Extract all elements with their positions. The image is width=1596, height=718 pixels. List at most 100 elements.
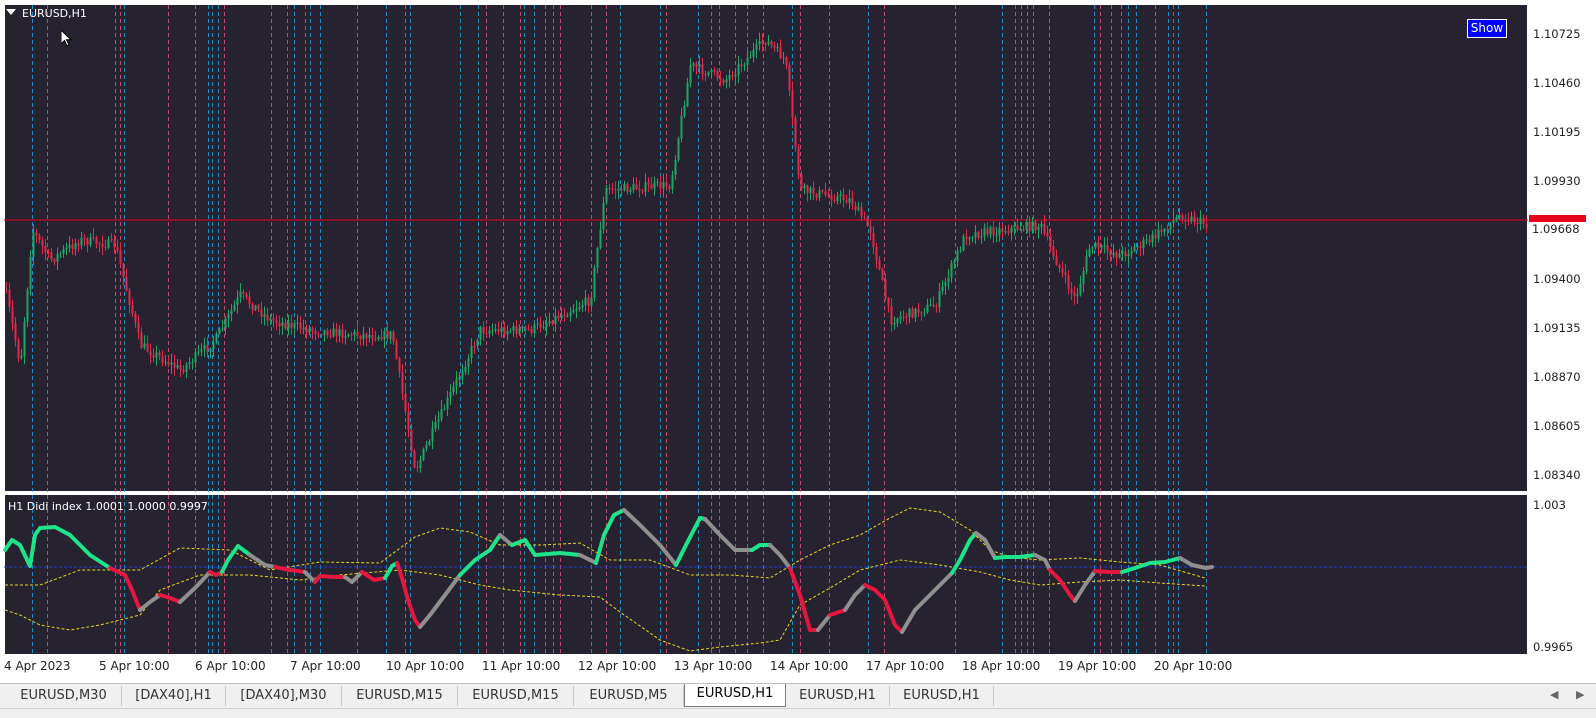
- candle-body: [212, 342, 215, 349]
- candle-body: [1091, 247, 1094, 249]
- candle-body: [728, 75, 731, 80]
- time-axis-label: 13 Apr 10:00: [674, 659, 753, 673]
- candle-body: [851, 198, 854, 206]
- candle-body: [383, 330, 386, 340]
- candle-body: [467, 357, 470, 368]
- tab-eurusd-h1-active[interactable]: EURUSD,H1: [684, 684, 786, 707]
- candle-body: [1199, 217, 1202, 224]
- tab-dax40-h1[interactable]: [DAX40],H1: [122, 686, 226, 706]
- candle-body: [1202, 217, 1205, 225]
- candle-body: [689, 65, 692, 83]
- current-price-label: 1.09668: [1529, 222, 1586, 237]
- candle-body: [302, 327, 305, 329]
- candle-body: [1007, 231, 1010, 233]
- didi-segment: [343, 570, 364, 584]
- tab-eurusd-m30[interactable]: EURUSD,M30: [6, 686, 122, 706]
- candle-body: [1028, 221, 1031, 232]
- didi-segment: [750, 543, 772, 552]
- candle-body: [521, 326, 524, 329]
- candle-body: [1094, 242, 1097, 248]
- candle-body: [887, 298, 890, 307]
- candle-body: [770, 41, 773, 46]
- candle-body: [389, 331, 392, 339]
- candle-body: [524, 326, 527, 329]
- candle-body: [167, 361, 170, 365]
- candle-body: [170, 362, 173, 365]
- candle-body: [1196, 222, 1199, 224]
- right-arrow-icon[interactable]: ▶: [1576, 688, 1585, 701]
- candle-body: [659, 181, 662, 189]
- candle-body: [1052, 246, 1055, 257]
- candle-body: [629, 189, 632, 192]
- candle-body: [269, 318, 272, 321]
- tab-eurusd-m15[interactable]: EURUSD,M15: [342, 686, 458, 706]
- candle-body: [458, 377, 461, 380]
- candle-body: [584, 297, 587, 306]
- candle-body: [665, 182, 668, 187]
- candle-body: [710, 69, 713, 73]
- price-axis-label: 1.09135: [1533, 321, 1581, 335]
- candle-body: [617, 188, 620, 191]
- candle-body: [713, 69, 716, 72]
- candle-body: [830, 195, 833, 201]
- candle-body: [596, 247, 599, 268]
- candle-body: [626, 184, 629, 192]
- candle-body: [140, 332, 143, 348]
- candle-body: [251, 303, 254, 310]
- left-arrow-icon[interactable]: ◀: [1550, 688, 1559, 701]
- candle-body: [38, 235, 41, 240]
- candle-body: [440, 409, 443, 420]
- candle-body: [296, 322, 299, 324]
- candle-body: [1070, 288, 1073, 293]
- candle-body: [833, 200, 836, 202]
- candle-body: [392, 331, 395, 342]
- candle-body: [368, 335, 371, 339]
- show-button[interactable]: Show: [1467, 19, 1507, 38]
- indicator-upper-band: [5, 507, 1206, 586]
- candle-body: [704, 74, 707, 76]
- candle-body: [1169, 223, 1172, 230]
- candle-body: [950, 263, 953, 278]
- candle-body: [1025, 221, 1028, 230]
- candle-body: [464, 367, 467, 372]
- candle-body: [527, 328, 530, 330]
- tab-dax40-m30[interactable]: [DAX40],M30: [226, 686, 342, 706]
- didi-segment: [1033, 553, 1052, 572]
- candle-body: [641, 190, 644, 192]
- candle-body: [575, 309, 578, 311]
- candle-body: [1034, 221, 1037, 231]
- alert-price-tag: [1529, 215, 1586, 223]
- candle-body: [194, 352, 197, 363]
- tab-eurusd-m5[interactable]: EURUSD,M5: [574, 686, 684, 706]
- candle-body: [29, 256, 32, 290]
- candle-body: [1190, 216, 1193, 222]
- triangle-down-icon[interactable]: [6, 9, 16, 15]
- tab-eurusd-h1[interactable]: EURUSD,H1: [890, 686, 994, 706]
- candle-body: [23, 321, 26, 356]
- candle-body: [824, 191, 827, 196]
- candle-body: [1106, 245, 1109, 252]
- tab-eurusd-m15[interactable]: EURUSD,M15: [458, 686, 574, 706]
- tab-eurusd-h1[interactable]: EURUSD,H1: [786, 686, 890, 706]
- candle-body: [578, 307, 581, 310]
- candle-body: [92, 237, 95, 239]
- indicator-title: H1 Didi index 1.0001 1.0000 0.9997: [8, 500, 208, 513]
- didi-segment: [1073, 569, 1097, 603]
- candle-body: [425, 444, 428, 449]
- candle-body: [146, 343, 149, 352]
- candle-body: [581, 305, 584, 308]
- candle-body: [806, 185, 809, 193]
- candle-body: [332, 328, 335, 337]
- candle-body: [1100, 245, 1103, 249]
- candle-body: [884, 279, 887, 299]
- candle-body: [221, 328, 224, 330]
- candle-body: [224, 318, 227, 329]
- candle-body: [356, 331, 359, 336]
- didi-segment: [993, 553, 1037, 560]
- candle-body: [896, 318, 899, 324]
- candle-body: [908, 308, 911, 317]
- candle-body: [56, 253, 59, 262]
- candle-body: [155, 352, 158, 358]
- time-axis-label: 14 Apr 10:00: [770, 659, 849, 673]
